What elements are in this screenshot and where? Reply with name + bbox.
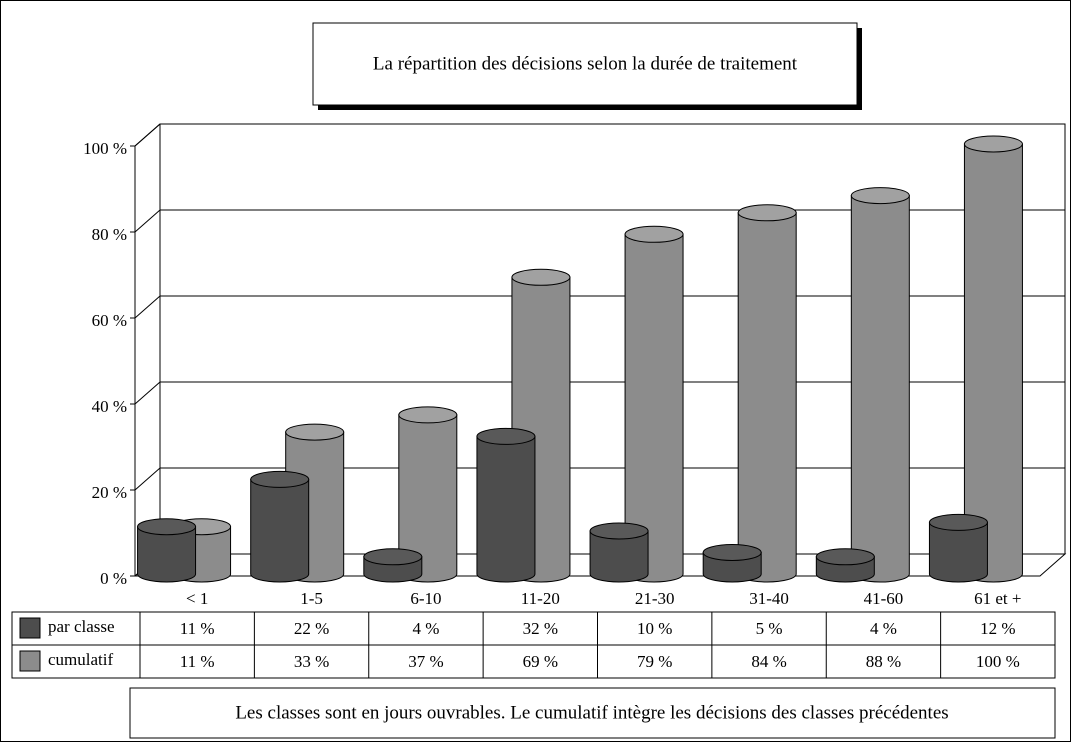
- y-tick-label: 20 %: [92, 483, 127, 502]
- table-cell: 79 %: [637, 652, 672, 671]
- table-cell: 33 %: [294, 652, 329, 671]
- table-cell: 5 %: [756, 619, 783, 638]
- y-tick-label: 0 %: [100, 569, 127, 588]
- cylinder-top: [476, 427, 536, 445]
- table-cell: 37 %: [408, 652, 443, 671]
- legend-swatch: [19, 650, 41, 672]
- y-tick-label: 60 %: [92, 311, 127, 330]
- cylinder-body: [928, 521, 988, 583]
- y-tick-label: 100 %: [83, 139, 127, 158]
- table-cell: 100 %: [976, 652, 1020, 671]
- cylinder-top: [815, 548, 875, 566]
- cylinder-body: [137, 526, 197, 583]
- cylinder-body: [737, 212, 797, 583]
- x-tick-label: 31-40: [749, 589, 789, 608]
- cylinder-top: [363, 548, 423, 566]
- x-tick-label: 41-60: [864, 589, 904, 608]
- x-tick-label: 6-10: [410, 589, 441, 608]
- y-tick-label: 40 %: [92, 397, 127, 416]
- bar: [398, 406, 458, 583]
- cylinder-top: [285, 423, 345, 441]
- cylinder-top: [963, 135, 1023, 153]
- bar: [363, 548, 423, 583]
- table-cell: 4 %: [412, 619, 439, 638]
- legend-label: par classe: [48, 617, 115, 636]
- cylinder-top: [398, 406, 458, 424]
- cylinder-top: [702, 544, 762, 561]
- cylinder-top: [737, 204, 797, 222]
- cylinder-body: [250, 478, 310, 583]
- cylinder-top: [511, 268, 571, 286]
- bar: [250, 470, 310, 583]
- side-grid: [134, 467, 161, 491]
- table-cell: 22 %: [294, 619, 329, 638]
- table-cell: 11 %: [180, 652, 215, 671]
- bar: [928, 513, 988, 583]
- cylinder-body: [850, 195, 910, 583]
- bar: [476, 427, 536, 583]
- x-tick-label: 1-5: [300, 589, 323, 608]
- table-cell: 11 %: [180, 619, 215, 638]
- table-cell: 32 %: [523, 619, 558, 638]
- cylinder-top: [850, 187, 910, 205]
- x-tick-label: < 1: [186, 589, 208, 608]
- table-cell: 88 %: [866, 652, 901, 671]
- cylinder-body: [476, 435, 536, 583]
- table-cell: 12 %: [980, 619, 1015, 638]
- cylinder-top: [928, 513, 988, 531]
- cylinder-top: [137, 518, 197, 536]
- y-tick-label: 80 %: [92, 225, 127, 244]
- side-grid: [134, 209, 161, 233]
- bar: [702, 544, 762, 583]
- legend-label: cumulatif: [48, 650, 113, 669]
- note-box: [129, 687, 1056, 739]
- table-cell: 10 %: [637, 619, 672, 638]
- bar: [737, 204, 797, 583]
- table-cell: 69 %: [523, 652, 558, 671]
- table-cell: 4 %: [870, 619, 897, 638]
- cylinder-top: [589, 522, 649, 540]
- title-box: [312, 22, 858, 106]
- side-grid: [134, 295, 161, 319]
- table-cell: 84 %: [751, 652, 786, 671]
- chart-title: La répartition des décisions selon la du…: [373, 53, 798, 74]
- bar: [624, 225, 684, 583]
- side-grid: [134, 123, 161, 147]
- note: Les classes sont en jours ouvrables. Le …: [235, 702, 948, 723]
- x-tick-label: 21-30: [635, 589, 675, 608]
- bar: [589, 522, 649, 583]
- bar: [815, 548, 875, 583]
- bar: [850, 187, 910, 583]
- side-grid: [134, 381, 161, 405]
- cylinder-top: [250, 470, 310, 488]
- cylinder-body: [589, 530, 649, 583]
- x-tick-label: 61 et +: [974, 589, 1021, 608]
- x-tick-label: 11-20: [521, 589, 560, 608]
- cylinder-top: [624, 225, 684, 243]
- bar: [137, 518, 197, 583]
- legend-swatch: [19, 617, 41, 639]
